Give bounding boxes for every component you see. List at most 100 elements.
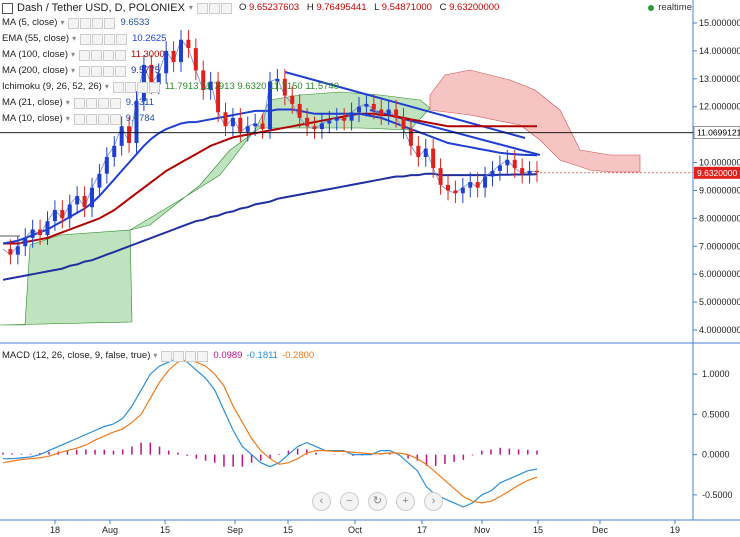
candle-body: [446, 184, 450, 191]
add-icon[interactable]: [92, 17, 104, 29]
eye-icon[interactable]: [79, 65, 91, 77]
symbol-controls[interactable]: [196, 2, 233, 14]
legend-row-ma10[interactable]: MA (10, close) ▾ 9.6784: [2, 112, 155, 126]
candle-body: [416, 145, 421, 157]
last-price-label: 9.6320000: [697, 168, 737, 178]
settings-icon[interactable]: [91, 49, 103, 61]
candle-body: [23, 237, 28, 247]
candle-body: [535, 170, 539, 173]
macd-pane: [2, 357, 538, 508]
candle-body: [423, 148, 428, 157]
legend-row-ma100[interactable]: MA (100, close) ▾ 11.3000: [2, 48, 165, 62]
indicator-controls[interactable]: [68, 17, 116, 29]
add-icon[interactable]: [97, 97, 109, 109]
indicator-controls[interactable]: [80, 33, 128, 45]
chevron-down-icon[interactable]: ▾: [60, 18, 65, 27]
add-icon[interactable]: [103, 65, 115, 77]
scroll-right-button[interactable]: ›: [424, 492, 443, 511]
indicator-controls[interactable]: [161, 350, 209, 362]
settings-icon[interactable]: [173, 350, 185, 362]
eye-icon[interactable]: [73, 97, 85, 109]
chevron-down-icon[interactable]: ▾: [71, 50, 76, 59]
chevron-down-icon[interactable]: ▾: [104, 82, 109, 91]
time-tick-label: 15: [160, 525, 170, 535]
low-label: L: [374, 2, 380, 13]
indicator-controls[interactable]: [73, 97, 122, 109]
eye-icon[interactable]: [80, 33, 92, 45]
chevron-down-icon[interactable]: ▾: [65, 114, 70, 123]
indicator-value: 9.4311: [125, 97, 155, 108]
symbol-title[interactable]: Dash / Tether USD, D, POLONIEX: [17, 2, 185, 14]
eye-icon[interactable]: [79, 49, 91, 61]
candle-body: [186, 39, 191, 49]
candle-body: [297, 103, 302, 118]
indicator-controls[interactable]: [73, 113, 122, 125]
candle-body: [394, 109, 399, 118]
close-icon[interactable]: [148, 81, 160, 93]
legend-row-macd[interactable]: MACD (12, 26, close, 9, false, true) ▾ 0…: [2, 349, 314, 363]
legend-row-ma21[interactable]: MA (21, close) ▾ 9.4311: [2, 96, 154, 110]
candle-body: [364, 103, 369, 107]
add-icon[interactable]: [103, 49, 115, 61]
high-label: H: [306, 2, 314, 13]
price-tick-label: 12.00000000: [699, 102, 740, 112]
close-icon[interactable]: [115, 49, 127, 61]
cloud-bull-region: [129, 91, 431, 231]
eye-icon[interactable]: [112, 81, 124, 93]
close-icon[interactable]: [116, 33, 128, 45]
indicator-value: 11.7913 11.7913 9.6320 11.7150 11.5740: [164, 81, 339, 92]
candle-body: [119, 126, 124, 146]
close-icon[interactable]: [104, 17, 116, 29]
indicator-controls[interactable]: [112, 81, 161, 93]
settings-icon[interactable]: [85, 97, 97, 109]
time-tick-label: Oct: [348, 525, 363, 535]
close-icon[interactable]: [115, 65, 127, 77]
indicator-controls[interactable]: [79, 65, 127, 77]
collapse-icon[interactable]: [2, 2, 13, 14]
settings-icon[interactable]: [208, 2, 220, 14]
legend-row-ichimoku[interactable]: Ichimoku (9, 26, 52, 26) ▾ 11.7913 11.79…: [2, 80, 339, 94]
settings-icon[interactable]: [124, 81, 136, 93]
eye-icon[interactable]: [161, 350, 173, 362]
legend-row-ma5[interactable]: MA (5, close) ▾ 9.6533: [2, 16, 150, 30]
reset-button[interactable]: ↻: [368, 492, 387, 511]
candle-body: [401, 117, 406, 130]
indicator-controls[interactable]: [79, 49, 127, 61]
legend-row-ema55[interactable]: EMA (55, close) ▾ 10.2625: [2, 32, 166, 46]
candle-body: [260, 123, 265, 130]
add-icon[interactable]: [185, 350, 197, 362]
settings-icon[interactable]: [92, 33, 104, 45]
chevron-down-icon[interactable]: ▾: [188, 3, 193, 12]
candle-body: [149, 64, 154, 85]
zoom-out-button[interactable]: −: [340, 492, 359, 511]
legend-row-ma200[interactable]: MA (200, close) ▾ 9.5775: [2, 64, 160, 78]
close-icon[interactable]: [197, 350, 209, 362]
add-icon[interactable]: [136, 81, 148, 93]
settings-icon[interactable]: [85, 113, 97, 125]
chevron-down-icon[interactable]: ▾: [71, 66, 76, 75]
candle-body: [327, 120, 332, 124]
add-icon[interactable]: [97, 113, 109, 125]
eye-icon[interactable]: [73, 113, 85, 125]
scroll-left-button[interactable]: ‹: [312, 492, 331, 511]
add-icon[interactable]: [104, 33, 116, 45]
close-icon[interactable]: [109, 113, 121, 125]
time-tick-label: 15: [283, 525, 293, 535]
price-tick-label: 7.00000000: [699, 241, 740, 251]
settings-icon[interactable]: [80, 17, 92, 29]
candle-body: [334, 117, 339, 121]
candle-body: [193, 48, 198, 71]
close-icon[interactable]: [109, 97, 121, 109]
close-value: 9.63200000: [449, 2, 500, 13]
eye-icon[interactable]: [196, 2, 208, 14]
eye-icon[interactable]: [68, 17, 80, 29]
close-icon[interactable]: [220, 2, 232, 14]
zoom-in-button[interactable]: +: [396, 492, 415, 511]
settings-icon[interactable]: [91, 65, 103, 77]
chevron-down-icon[interactable]: ▾: [72, 34, 77, 43]
chevron-down-icon[interactable]: ▾: [65, 98, 70, 107]
time-tick-label: Aug: [102, 525, 118, 535]
time-tick-label: 18: [50, 525, 60, 535]
chevron-down-icon[interactable]: ▾: [153, 351, 158, 360]
candle-body: [512, 159, 517, 169]
